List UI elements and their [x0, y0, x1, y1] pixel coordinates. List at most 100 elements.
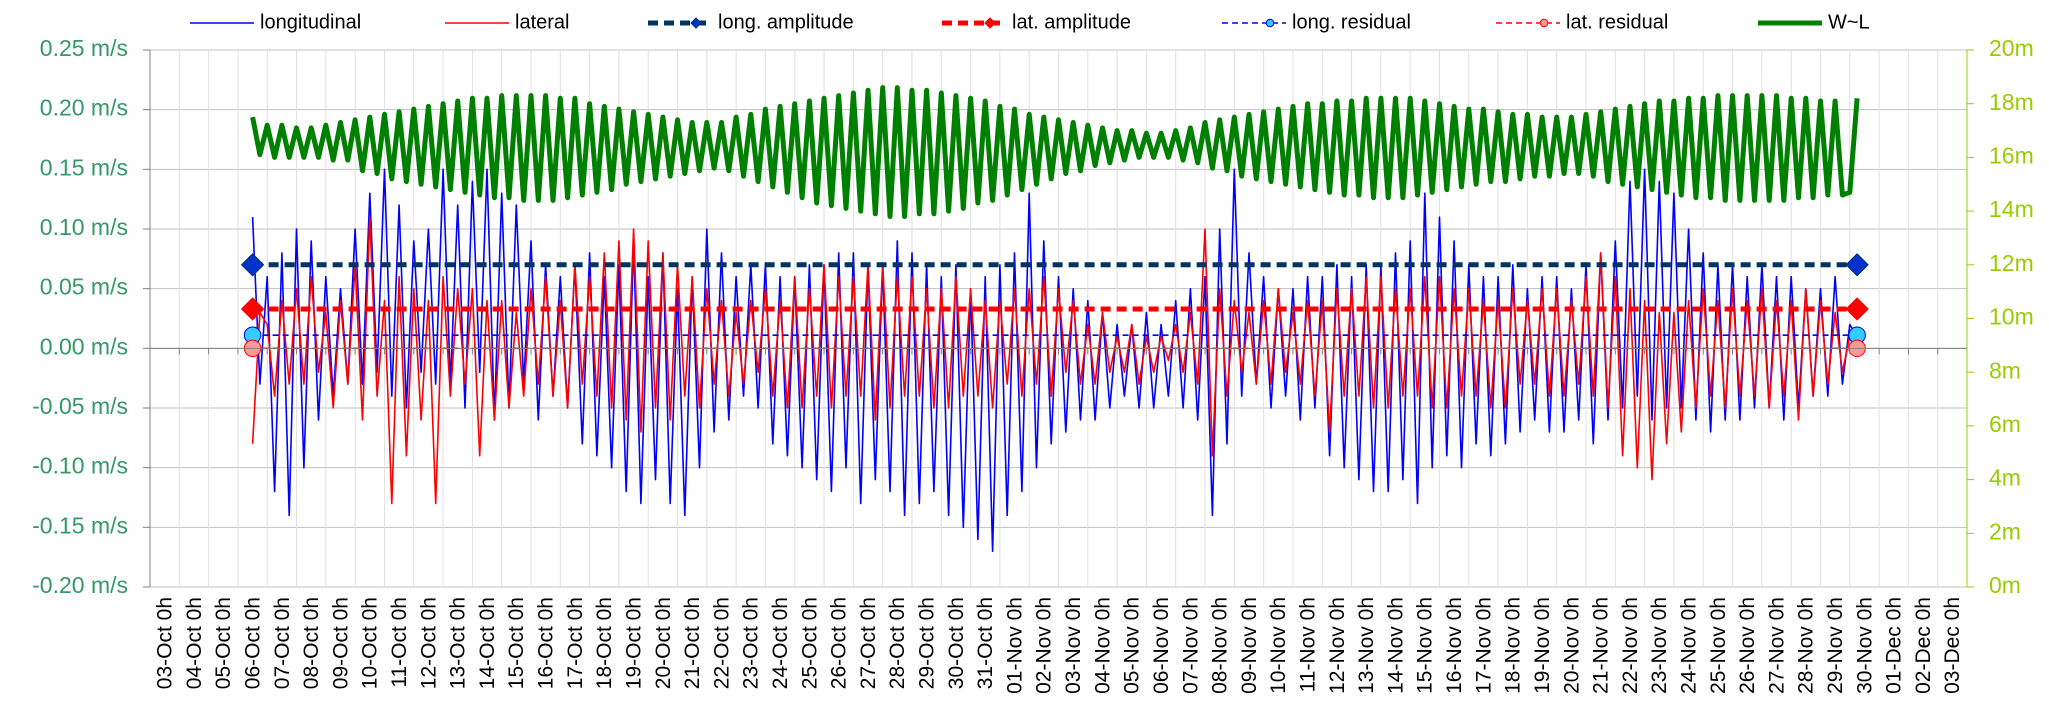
x-tick-label: 25-Nov 0h — [1707, 597, 1730, 694]
x-tick-label: 21-Nov 0h — [1590, 597, 1613, 694]
x-tick-label: 30-Nov 0h — [1853, 597, 1876, 694]
y2-tick-label: 20m — [1989, 35, 2034, 61]
marker-diamond — [240, 297, 265, 321]
y-tick-label: 0.00 m/s — [40, 333, 128, 359]
x-tick-label: 01-Dec 0h — [1883, 597, 1906, 694]
x-tick-label: 26-Nov 0h — [1736, 597, 1759, 694]
x-tick-label: 16-Nov 0h — [1443, 597, 1466, 694]
x-tick-label: 14-Nov 0h — [1384, 597, 1407, 694]
legend-label: W~L — [1828, 11, 1870, 33]
series-line — [251, 168, 1858, 552]
y-tick-label: -0.10 m/s — [32, 453, 128, 479]
y-tick-label: 0.10 m/s — [40, 214, 128, 240]
x-tick-label: 10-Oct 0h — [359, 597, 382, 689]
x-tick-label: 12-Oct 0h — [417, 597, 440, 689]
legend-item: long. residual — [1222, 11, 1411, 33]
marker-diamond — [984, 17, 996, 29]
x-tick-label: 10-Nov 0h — [1267, 597, 1290, 694]
y2-tick-label: 2m — [1989, 518, 2021, 544]
y2-tick-label: 10m — [1989, 304, 2034, 330]
x-tick-label: 07-Nov 0h — [1179, 597, 1202, 694]
x-tick-label: 09-Nov 0h — [1238, 597, 1261, 694]
x-tick-label: 02-Nov 0h — [1033, 597, 1056, 694]
y2-tick-label: 18m — [1989, 89, 2034, 115]
x-tick-label: 28-Nov 0h — [1795, 597, 1818, 694]
marker-circle — [1265, 18, 1275, 28]
x-tick-label: 30-Oct 0h — [945, 597, 968, 689]
x-tick-label: 20-Nov 0h — [1560, 597, 1583, 694]
x-tick-label: 28-Oct 0h — [886, 597, 909, 689]
y-tick-label: 0.05 m/s — [40, 274, 128, 300]
x-tick-label: 04-Oct 0h — [183, 597, 206, 689]
x-tick-label: 29-Oct 0h — [916, 597, 939, 689]
x-tick-label: 08-Oct 0h — [300, 597, 323, 689]
legend-item: lat. residual — [1496, 11, 1668, 33]
x-tick-label: 06-Nov 0h — [1150, 597, 1173, 694]
legend-label: lat. amplitude — [1012, 11, 1131, 33]
x-tick-label: 27-Oct 0h — [857, 597, 880, 689]
x-tick-label: 25-Oct 0h — [798, 597, 821, 689]
axes: -0.20 m/s -0.15 m/s -0.10 m/s -0.05 m/s 0.00… — [32, 35, 2034, 694]
y2-tick-label: 4m — [1989, 465, 2021, 491]
x-tick-label: 18-Oct 0h — [593, 597, 616, 689]
y-tick-label: 0.15 m/s — [40, 154, 128, 180]
x-tick-label: 11-Nov 0h — [1296, 597, 1319, 692]
y-tick-label: 0.20 m/s — [40, 95, 128, 121]
x-tick-label: 22-Nov 0h — [1619, 597, 1642, 694]
x-tick-label: 31-Oct 0h — [974, 597, 997, 689]
series-line — [251, 216, 1858, 505]
x-tick-label: 12-Nov 0h — [1326, 597, 1349, 694]
legend-item: W~L — [1758, 11, 1870, 33]
x-tick-label: 13-Oct 0h — [447, 597, 470, 689]
x-tick-label: 23-Oct 0h — [740, 597, 763, 689]
marker-diamond — [240, 253, 265, 277]
marker-circle — [1539, 18, 1549, 28]
x-tick-label: 27-Nov 0h — [1765, 597, 1788, 694]
legend-label: lateral — [515, 11, 569, 33]
marker-diamond — [1845, 253, 1869, 277]
plot-area — [240, 85, 1869, 552]
x-tick-label: 20-Oct 0h — [652, 597, 675, 689]
x-tick-label: 14-Oct 0h — [476, 597, 499, 689]
x-tick-label: 29-Nov 0h — [1824, 597, 1847, 694]
x-tick-label: 22-Oct 0h — [710, 597, 733, 689]
x-tick-label: 15-Oct 0h — [505, 597, 528, 689]
y-tick-label: -0.15 m/s — [32, 512, 128, 538]
legend-item: long. amplitude — [648, 11, 854, 33]
y-tick-label: -0.20 m/s — [32, 572, 128, 598]
marker-diamond — [690, 17, 702, 29]
legend-item: longitudinal — [190, 11, 361, 33]
y2-tick-label: 6m — [1989, 411, 2021, 437]
legend-label: long. residual — [1292, 11, 1411, 33]
x-tick-label: 23-Nov 0h — [1648, 597, 1671, 694]
y2-tick-label: 14m — [1989, 196, 2034, 222]
y-tick-label: -0.05 m/s — [32, 393, 128, 419]
x-tick-label: 06-Oct 0h — [241, 597, 264, 689]
x-tick-label: 07-Oct 0h — [271, 597, 294, 689]
x-tick-label: 03-Oct 0h — [154, 597, 177, 689]
y2-tick-label: 8m — [1989, 357, 2021, 383]
x-tick-label: 18-Nov 0h — [1502, 597, 1525, 694]
x-tick-label: 03-Nov 0h — [1062, 597, 1085, 694]
x-tick-label: 09-Oct 0h — [329, 597, 352, 689]
legend: longitudinal lateral long. amplitude lat. a… — [190, 11, 1870, 33]
series-line — [250, 85, 1860, 219]
x-tick-label: 13-Nov 0h — [1355, 597, 1378, 694]
x-tick-label: 26-Oct 0h — [828, 597, 851, 689]
x-tick-label: 05-Oct 0h — [212, 597, 235, 689]
legend-label: longitudinal — [260, 11, 361, 33]
x-tick-label: 02-Dec 0h — [1912, 597, 1935, 694]
x-tick-label: 21-Oct 0h — [681, 597, 704, 689]
x-tick-label: 08-Nov 0h — [1209, 597, 1232, 694]
x-tick-label: 01-Nov 0h — [1003, 597, 1026, 694]
x-tick-label: 15-Nov 0h — [1414, 597, 1437, 694]
y2-tick-label: 0m — [1989, 572, 2021, 598]
x-tick-label: 17-Oct 0h — [564, 597, 587, 689]
y2-tick-label: 12m — [1989, 250, 2034, 276]
legend-item: lat. amplitude — [942, 11, 1131, 33]
x-tick-label: 17-Nov 0h — [1472, 597, 1495, 694]
legend-label: long. amplitude — [718, 11, 854, 33]
x-tick-label: 04-Nov 0h — [1091, 597, 1114, 694]
legend-item: lateral — [445, 11, 569, 33]
